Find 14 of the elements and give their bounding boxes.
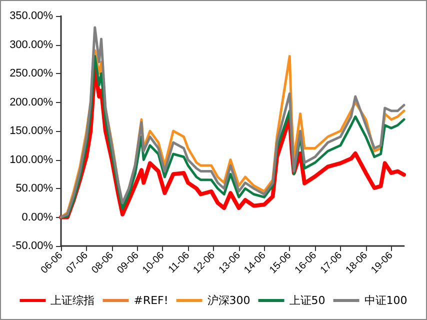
y-tick-label: 250.00% bbox=[10, 68, 54, 80]
legend-label: #REF! bbox=[134, 294, 168, 307]
y-tick-label: 100.00% bbox=[10, 154, 54, 166]
y-tick-label: 300.00% bbox=[10, 38, 54, 51]
y-tick-label: 50.00% bbox=[16, 182, 54, 194]
legend-label: 中证100 bbox=[364, 294, 408, 307]
y-tick-label: 350.00% bbox=[10, 10, 54, 22]
legend-label: 上证50 bbox=[289, 294, 326, 307]
y-tick-label: 150.00% bbox=[10, 125, 54, 137]
legend-label: 沪深300 bbox=[207, 294, 250, 307]
legend-label: 上证综指 bbox=[50, 294, 95, 307]
y-tick-label: 0.00% bbox=[22, 211, 54, 224]
y-tick-label: -50.00% bbox=[12, 240, 54, 252]
y-tick-label: 200.00% bbox=[10, 96, 54, 108]
